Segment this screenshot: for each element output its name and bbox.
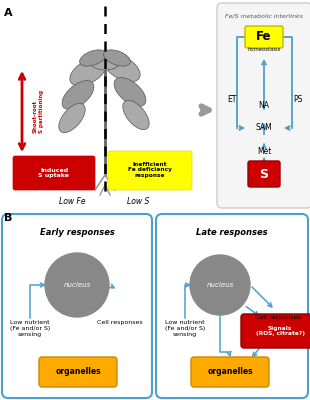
FancyBboxPatch shape xyxy=(2,214,152,398)
Text: Low S: Low S xyxy=(127,197,149,206)
Text: Early responses: Early responses xyxy=(40,228,114,237)
Text: Met: Met xyxy=(257,148,271,156)
FancyBboxPatch shape xyxy=(13,156,95,190)
Text: Late responses: Late responses xyxy=(196,228,268,237)
Circle shape xyxy=(45,253,109,317)
Text: ET: ET xyxy=(227,96,237,104)
FancyBboxPatch shape xyxy=(39,357,117,387)
Text: NA: NA xyxy=(259,100,269,110)
Ellipse shape xyxy=(62,80,94,110)
Text: Low nutrient
(Fe and/or S)
sensing: Low nutrient (Fe and/or S) sensing xyxy=(10,320,50,337)
FancyBboxPatch shape xyxy=(245,26,283,48)
Text: SAM: SAM xyxy=(256,124,272,132)
Circle shape xyxy=(190,255,250,315)
Ellipse shape xyxy=(104,50,131,66)
FancyBboxPatch shape xyxy=(191,357,269,387)
FancyBboxPatch shape xyxy=(217,3,310,208)
Text: homeostasis: homeostasis xyxy=(247,47,281,52)
Ellipse shape xyxy=(90,54,120,70)
Text: organelles: organelles xyxy=(55,368,101,376)
Text: PS: PS xyxy=(293,96,303,104)
Text: Fe/S metabolic interlinks: Fe/S metabolic interlinks xyxy=(225,14,303,19)
Text: Cell responses: Cell responses xyxy=(97,320,143,325)
FancyBboxPatch shape xyxy=(156,214,308,398)
Text: Low nutrient
(Fe and/or S)
sensing: Low nutrient (Fe and/or S) sensing xyxy=(165,320,205,337)
Text: nucleus: nucleus xyxy=(63,282,91,288)
Text: Signals
(ROS, citrate?): Signals (ROS, citrate?) xyxy=(255,326,304,336)
Text: organelles: organelles xyxy=(207,368,253,376)
Text: S: S xyxy=(259,168,268,180)
Text: A: A xyxy=(4,8,13,18)
Text: Cell responses: Cell responses xyxy=(255,315,301,320)
FancyBboxPatch shape xyxy=(241,314,310,348)
Text: Inefficient
Fe deficiency
response: Inefficient Fe deficiency response xyxy=(128,162,172,178)
FancyBboxPatch shape xyxy=(248,161,280,187)
Text: Shoot-root
S partitioning: Shoot-root S partitioning xyxy=(33,90,44,132)
Ellipse shape xyxy=(123,100,149,130)
Ellipse shape xyxy=(104,54,140,82)
Text: Fe: Fe xyxy=(256,30,272,44)
Text: Low Fe: Low Fe xyxy=(59,197,85,206)
Text: B: B xyxy=(4,213,12,223)
Text: Induced
S uptake: Induced S uptake xyxy=(38,168,69,178)
Text: nucleus: nucleus xyxy=(206,282,234,288)
Ellipse shape xyxy=(114,78,146,106)
Ellipse shape xyxy=(59,103,85,133)
Ellipse shape xyxy=(70,58,106,86)
FancyBboxPatch shape xyxy=(108,151,192,190)
Ellipse shape xyxy=(80,50,106,66)
